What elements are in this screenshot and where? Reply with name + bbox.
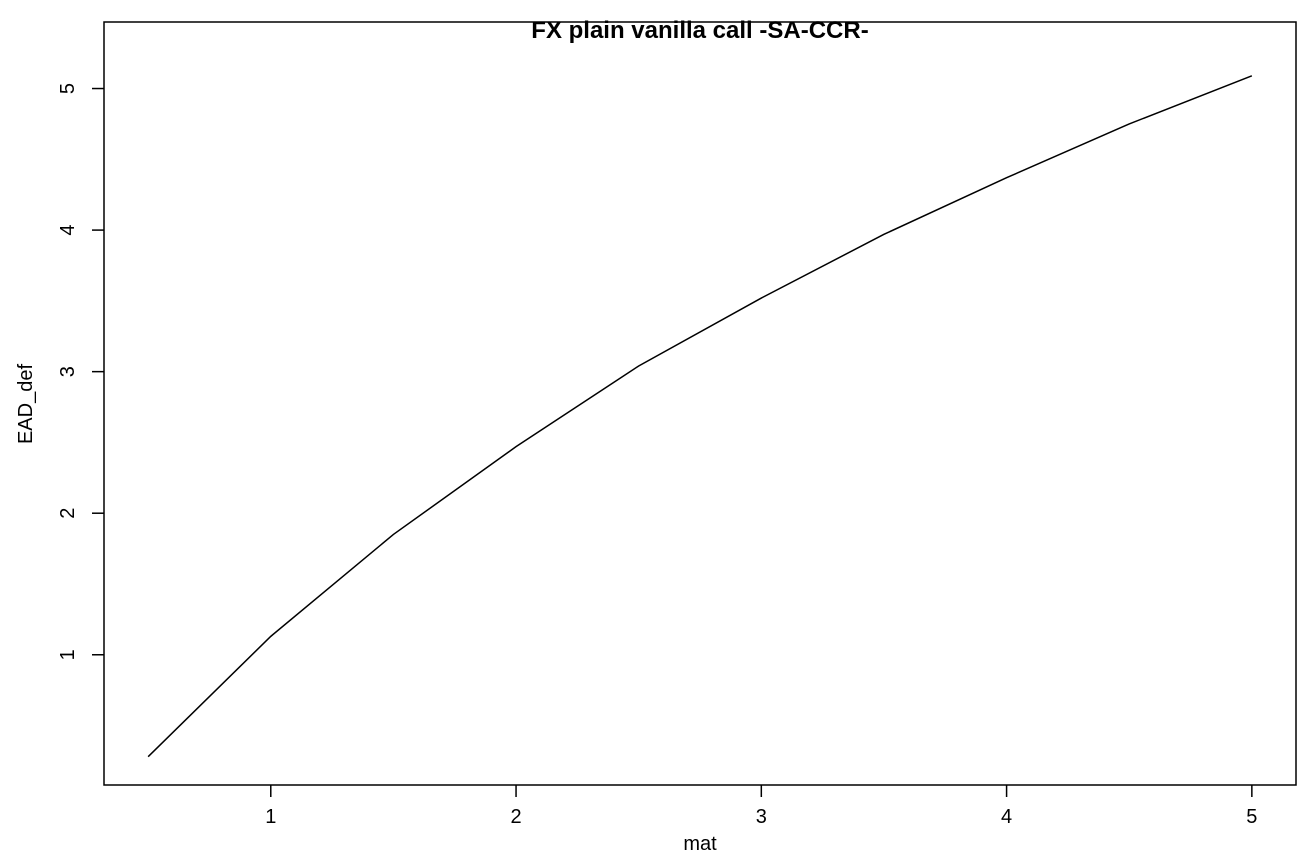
y-tick-label: 3	[57, 366, 79, 377]
y-tick-label: 2	[57, 508, 79, 519]
y-axis-label: EAD_def	[15, 364, 37, 444]
y-tick-label: 4	[57, 225, 79, 236]
chart-title: FX plain vanilla call -SA-CCR-	[531, 17, 868, 44]
x-tick-label: 5	[1246, 806, 1257, 828]
line-series	[147, 75, 1253, 758]
plot-box	[103, 21, 1297, 786]
y-tick-label: 1	[57, 649, 79, 660]
x-axis-label: mat	[683, 833, 717, 855]
x-tick-label: 2	[510, 806, 521, 828]
y-tick-label: 5	[57, 83, 79, 94]
x-tick-label: 4	[1001, 806, 1012, 828]
x-tick-label: 1	[265, 806, 276, 828]
x-tick-label: 3	[756, 806, 767, 828]
